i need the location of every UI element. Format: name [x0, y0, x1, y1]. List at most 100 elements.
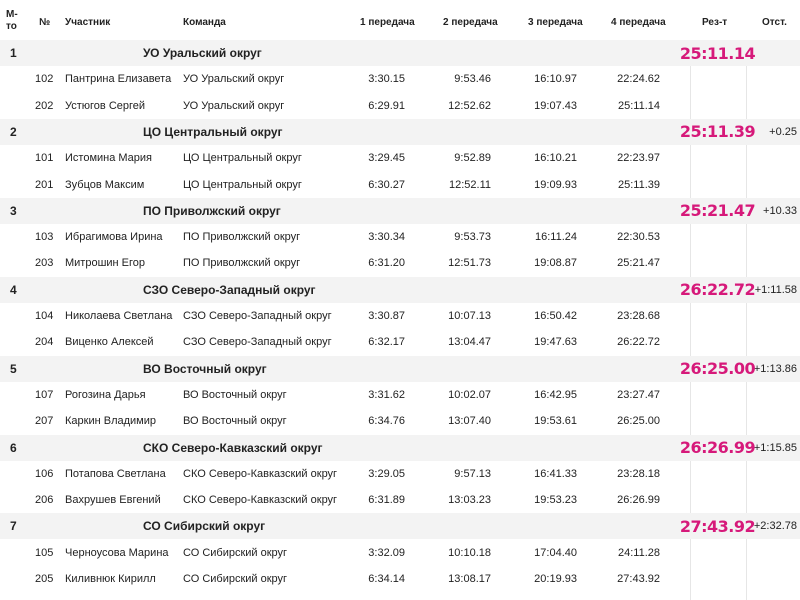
participant-number: 103 — [35, 231, 54, 244]
team-result: 26:25.00 — [680, 355, 756, 382]
participant-name: Истомина Мария — [65, 152, 153, 165]
leg4-time: 23:27.47 — [617, 388, 660, 401]
team-row: 6 СКО Северо-Кавказский округ +1:15.85 — [0, 434, 800, 461]
participant-team: СКО Северо-Кавказский округ — [183, 467, 338, 480]
leg2-time: 10:02.07 — [448, 388, 491, 401]
leg3-time: 16:41.33 — [534, 467, 577, 480]
leg3-time: 19:53.61 — [534, 415, 577, 428]
participant-row: 107 Рогозина Дарья ВО Восточный округ 3:31.… — [0, 382, 800, 408]
participant-team: СО Сибирский округ — [183, 573, 288, 585]
leg3-time: 19:53.23 — [534, 494, 577, 507]
participant-number: 202 — [35, 99, 54, 112]
participant-team: ЦО Центральный округ — [183, 178, 302, 191]
leg4-time: 25:21.47 — [617, 257, 660, 270]
leg1-time: 3:32.09 — [368, 546, 405, 559]
header-result: Рез-т — [702, 17, 728, 28]
leg4-time: 22:30.53 — [617, 231, 660, 244]
leg2-time: 9:57.13 — [454, 467, 491, 480]
leg3-time: 19:09.93 — [534, 178, 577, 191]
leg2-time: 9:53.73 — [454, 231, 491, 244]
leg2-time: 10:07.13 — [448, 310, 491, 322]
leg2-time: 9:53.46 — [454, 73, 491, 86]
leg3-time: 16:11.24 — [534, 231, 577, 244]
header-leg3: 3 передача — [528, 17, 583, 28]
leg2-time: 13:04.47 — [448, 336, 491, 349]
leg2-time: 10:10.18 — [448, 546, 491, 559]
leg4-time: 27:43.92 — [617, 573, 660, 585]
team-place: 6 — [10, 440, 17, 455]
participant-row: 204 Виценко Алексей СЗО Северо-Западный ок… — [0, 329, 800, 355]
team-place: 3 — [10, 203, 17, 218]
team-name: СКО Северо-Кавказский округ — [143, 440, 323, 455]
header-leg2: 2 передача — [443, 17, 498, 28]
team-row: 1 УО Уральский округ — [0, 40, 800, 66]
participant-name: Рогозина Дарья — [65, 388, 146, 401]
participant-team: ВО Восточный округ — [183, 388, 287, 401]
participant-row: 105 Черноусова Марина СО Сибирский округ 3:… — [0, 540, 800, 566]
leg4-time: 24:11.28 — [617, 546, 660, 559]
leg3-time: 16:10.21 — [534, 152, 577, 165]
leg1-time: 3:30.15 — [368, 73, 405, 86]
team-result: 26:22.72 — [680, 276, 756, 303]
leg4-time: 26:26.99 — [617, 494, 660, 507]
participant-number: 207 — [35, 415, 54, 428]
team-place: 5 — [10, 361, 17, 376]
team-gap: +0.25 — [769, 125, 797, 138]
team-name: СО Сибирский округ — [143, 519, 266, 534]
leg2-time: 13:03.23 — [448, 494, 491, 507]
team-name: СЗО Северо-Западный округ — [143, 282, 316, 297]
team-name: УО Уральский округ — [143, 46, 262, 60]
participant-team: ПО Приволжский округ — [183, 257, 301, 270]
participant-row: 102 Пантрина Елизавета УО Уральский округ 3… — [0, 66, 800, 92]
team-result: 27:43.92 — [680, 513, 756, 540]
participant-team: ЦО Центральный округ — [183, 152, 302, 165]
participant-number: 201 — [35, 178, 54, 191]
team-name: ЦО Центральный округ — [143, 124, 283, 139]
leg2-time: 12:52.11 — [448, 178, 491, 191]
team-row: 3 ПО Приволжский округ +10.33 — [0, 197, 800, 224]
participant-team: СЗО Северо-Западный округ — [183, 336, 332, 349]
leg1-time: 3:30.87 — [368, 310, 405, 322]
participant-name: Николаева Светлана — [65, 310, 173, 322]
leg3-time: 20:19.93 — [534, 573, 577, 585]
leg2-time: 13:08.17 — [448, 573, 491, 585]
participant-name: Виценко Алексей — [65, 336, 154, 349]
leg1-time: 6:32.17 — [368, 336, 405, 349]
participant-name: Каркин Владимир — [65, 415, 156, 428]
participant-number: 107 — [35, 388, 54, 401]
participant-team: УО Уральский округ — [183, 99, 285, 112]
participant-number: 105 — [35, 546, 54, 559]
participant-name: Зубцов Максим — [65, 178, 145, 191]
team-row: 7 СО Сибирский округ +2:32.78 — [0, 513, 800, 540]
participant-number: 106 — [35, 467, 54, 480]
leg1-time: 3:29.45 — [368, 152, 405, 165]
leg4-time: 23:28.68 — [617, 310, 660, 322]
participant-row: 202 Устюгов Сергей УО Уральский округ 6:29.… — [0, 93, 800, 119]
participant-row: 201 Зубцов Максим ЦО Центральный округ 6:30… — [0, 172, 800, 198]
participant-team: СЗО Северо-Западный округ — [183, 310, 332, 322]
leg1-time: 6:29.91 — [368, 99, 405, 112]
participant-team: ВО Восточный округ — [183, 415, 287, 428]
participant-team: ПО Приволжский округ — [183, 231, 301, 244]
team-result: 26:26.99 — [680, 434, 756, 461]
header-leg1: 1 передача — [360, 17, 415, 28]
leg2-time: 12:52.62 — [448, 99, 491, 112]
result-column — [690, 40, 747, 600]
participant-name: Черноусова Марина — [65, 546, 169, 559]
leg1-time: 6:31.89 — [368, 494, 405, 507]
header-place: М-то — [6, 9, 18, 32]
leg4-time: 26:25.00 — [617, 415, 660, 428]
header-participant: Участник — [65, 17, 111, 28]
team-result: 25:11.39 — [680, 118, 756, 145]
table-header: М-то № Участник Команда 1 передача 2 пер… — [0, 0, 800, 40]
participant-team: СКО Северо-Кавказский округ — [183, 494, 338, 507]
leg3-time: 17:04.40 — [534, 546, 577, 559]
leg1-time: 3:30.34 — [368, 231, 405, 244]
team-result: 25:11.14 — [680, 40, 756, 66]
leg1-time: 6:34.76 — [368, 415, 405, 428]
leg4-time: 25:11.14 — [617, 99, 660, 112]
participant-number: 205 — [35, 573, 54, 585]
team-name: ПО Приволжский округ — [143, 203, 281, 218]
participant-row: 101 Истомина Мария ЦО Центральный округ 3:2… — [0, 145, 800, 171]
participant-number: 203 — [35, 257, 54, 270]
